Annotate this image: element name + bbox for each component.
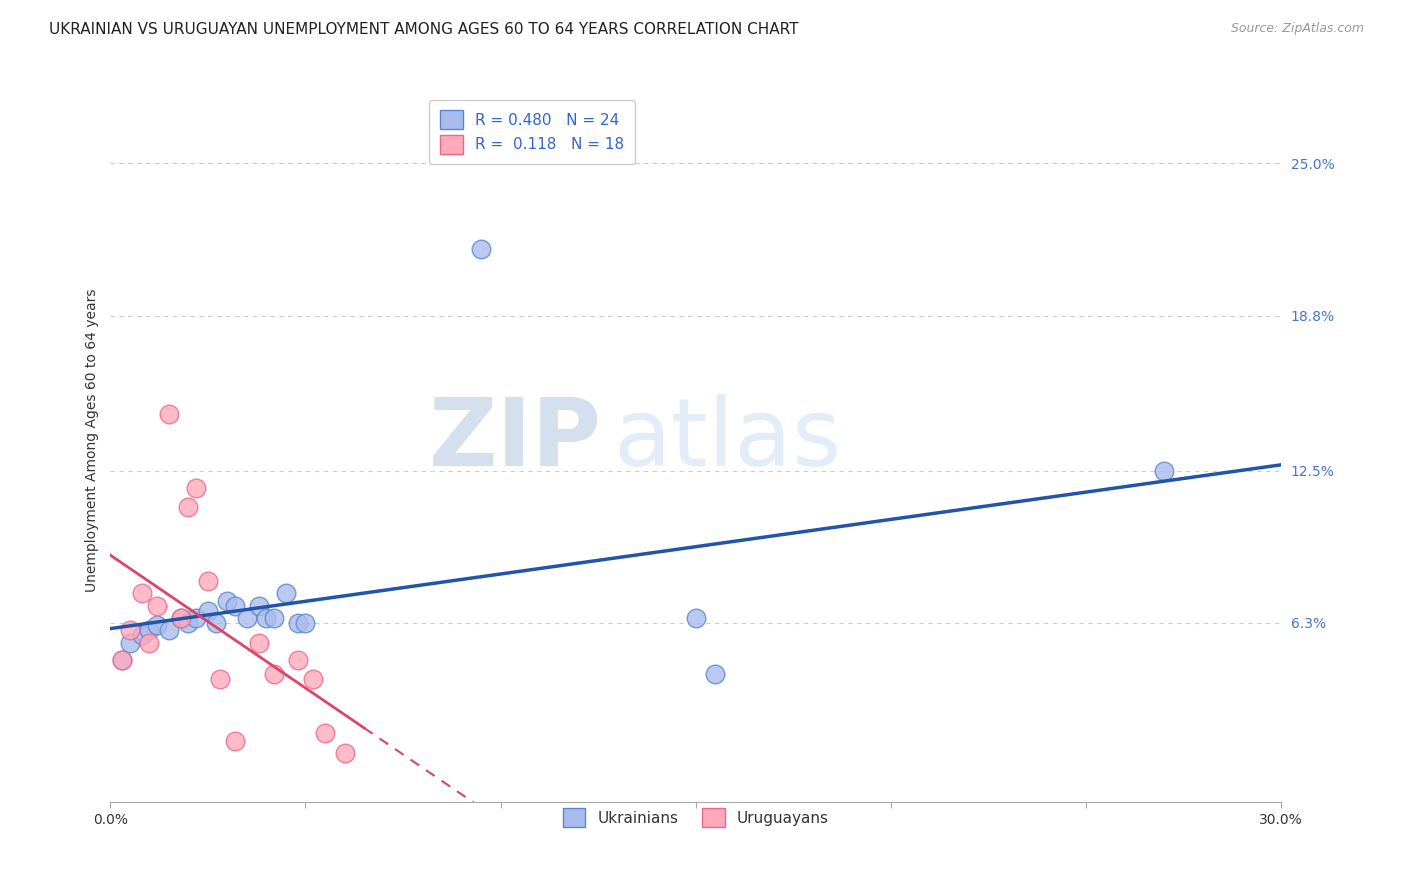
Point xyxy=(236,611,259,625)
Point xyxy=(287,653,309,667)
Point xyxy=(146,618,169,632)
Point xyxy=(302,673,325,687)
Point xyxy=(263,667,285,681)
Point xyxy=(247,599,270,613)
Text: atlas: atlas xyxy=(614,394,842,486)
Point xyxy=(186,611,208,625)
Point xyxy=(314,726,336,740)
Point xyxy=(169,611,191,625)
Point xyxy=(470,243,492,257)
Point xyxy=(704,667,727,681)
Point xyxy=(224,734,246,748)
Point xyxy=(177,615,200,630)
Point xyxy=(131,628,153,642)
Point xyxy=(157,407,180,421)
Point xyxy=(247,635,270,649)
Point xyxy=(186,481,208,495)
Point xyxy=(224,599,246,613)
Point xyxy=(263,611,285,625)
Point xyxy=(197,574,219,588)
Point xyxy=(146,599,169,613)
Point xyxy=(204,615,226,630)
Text: ZIP: ZIP xyxy=(429,394,602,486)
Point xyxy=(287,615,309,630)
Point xyxy=(685,611,707,625)
Point xyxy=(111,653,134,667)
Point xyxy=(138,635,160,649)
Point xyxy=(217,594,239,608)
Point xyxy=(1153,464,1175,478)
Legend: Ukrainians, Uruguayans: Ukrainians, Uruguayans xyxy=(555,801,837,835)
Point xyxy=(256,611,278,625)
Point xyxy=(118,624,141,638)
Y-axis label: Unemployment Among Ages 60 to 64 years: Unemployment Among Ages 60 to 64 years xyxy=(86,288,100,591)
Point xyxy=(138,624,160,638)
Text: Source: ZipAtlas.com: Source: ZipAtlas.com xyxy=(1230,22,1364,36)
Point xyxy=(333,746,356,760)
Point xyxy=(131,586,153,600)
Point xyxy=(169,611,191,625)
Text: UKRAINIAN VS URUGUAYAN UNEMPLOYMENT AMONG AGES 60 TO 64 YEARS CORRELATION CHART: UKRAINIAN VS URUGUAYAN UNEMPLOYMENT AMON… xyxy=(49,22,799,37)
Point xyxy=(197,604,219,618)
Point xyxy=(111,653,134,667)
Point xyxy=(157,624,180,638)
Point xyxy=(294,615,316,630)
Point xyxy=(177,500,200,515)
Point xyxy=(208,673,231,687)
Point xyxy=(274,586,297,600)
Point xyxy=(118,635,141,649)
